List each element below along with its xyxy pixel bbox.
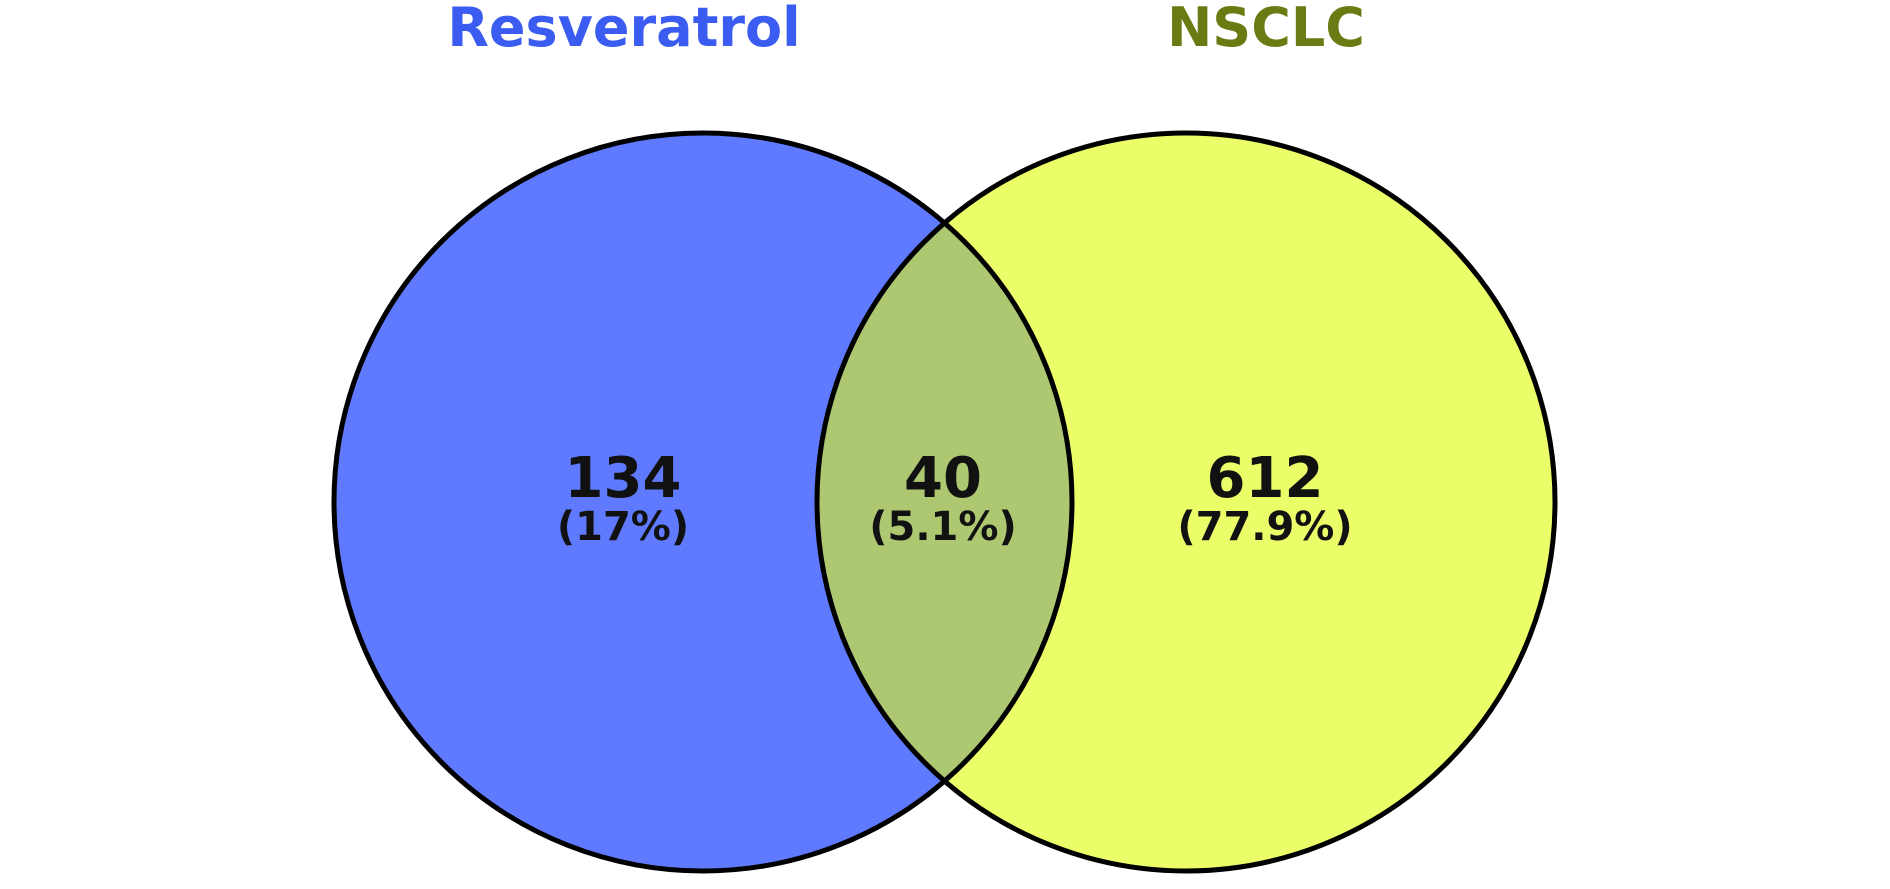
set-outline-resveratrol — [331, 130, 1075, 874]
set-title-nsclc: NSCLC — [1167, 0, 1365, 59]
intersection-region — [817, 133, 1072, 871]
region-count-intersection: 40 — [904, 446, 982, 511]
set-title-resveratrol: Resveratrol — [447, 0, 800, 59]
set-outline-nsclc — [814, 130, 1558, 874]
region-count-resveratrol-only: 134 — [565, 446, 682, 511]
region-percent-nsclc-only: (77.9%) — [1177, 504, 1352, 550]
region-count-nsclc-only: 612 — [1207, 446, 1324, 511]
region-percent-intersection: (5.1%) — [869, 504, 1017, 550]
region-percent-resveratrol-only: (17%) — [557, 504, 689, 550]
